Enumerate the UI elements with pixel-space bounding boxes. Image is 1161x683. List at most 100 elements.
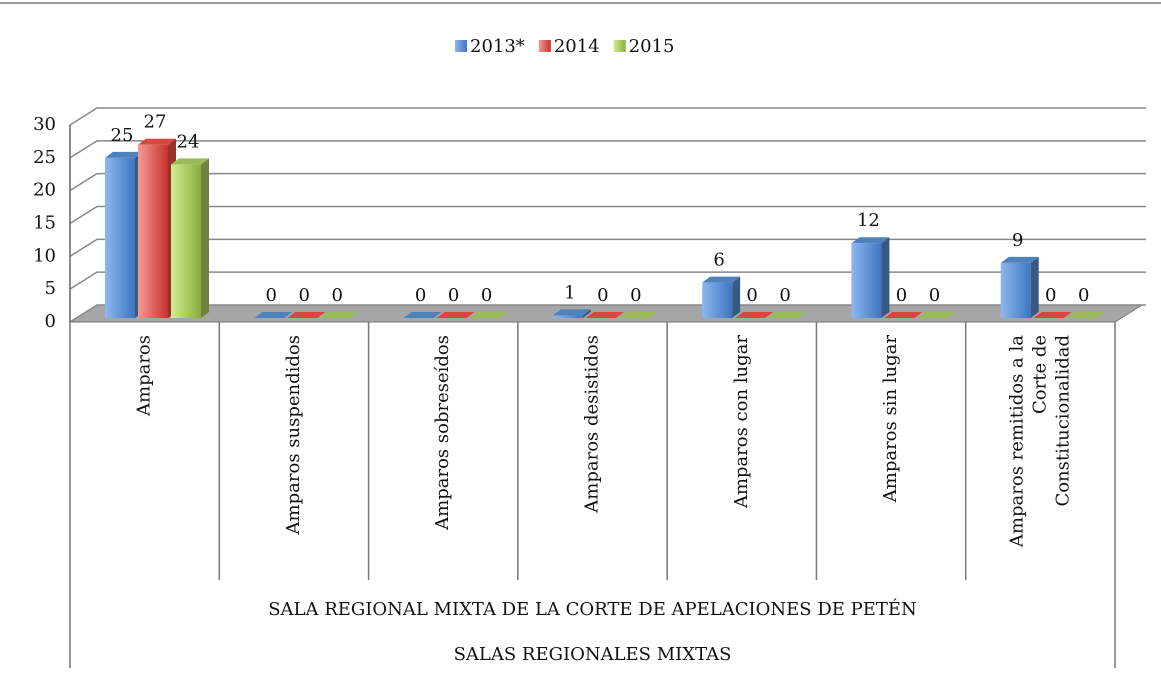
- bar-group: [138, 138, 176, 318]
- bar-top: [1000, 256, 1039, 263]
- bar-top: [254, 312, 293, 318]
- bar-top: [105, 151, 143, 158]
- bar-group: [851, 237, 890, 318]
- bar-group: [552, 309, 591, 318]
- bar-group: [403, 312, 442, 318]
- bar: [552, 315, 583, 318]
- data-label: 6: [713, 250, 724, 271]
- legend-swatch: [538, 40, 551, 52]
- grid-line: [69, 271, 1146, 290]
- grid-line: [69, 140, 1146, 159]
- y-tick-label: 0: [45, 311, 56, 332]
- data-label: 0: [630, 285, 641, 306]
- bar-group: [254, 312, 293, 318]
- legend-label: 2013*: [470, 36, 525, 57]
- legend-label: 2014: [554, 36, 600, 57]
- data-label: 0: [448, 285, 459, 306]
- bar-group: [702, 276, 741, 318]
- x-tick-label: Amparos remitidos a la Corte de Constitu…: [1006, 335, 1073, 548]
- data-label: 0: [299, 285, 310, 306]
- bar-top: [735, 312, 774, 318]
- bar: [105, 157, 135, 318]
- grid-line: [69, 205, 1146, 225]
- bar-side: [582, 309, 591, 318]
- y-tick-label: 15: [33, 213, 56, 234]
- x-tick-label: Amparos con lugar: [731, 335, 752, 510]
- bar-top: [403, 312, 442, 318]
- data-label: 0: [1045, 285, 1056, 306]
- bar-top: [618, 312, 657, 318]
- bar-top: [171, 158, 209, 165]
- bar-group: [105, 151, 143, 318]
- x-tick-label-line: Amparos remitidos a la: [1006, 335, 1027, 548]
- x-tick-label: Amparos: [134, 335, 155, 417]
- grid-line: [69, 304, 1146, 323]
- bar-top: [702, 276, 741, 283]
- x-tick-label-line: Corte de: [1029, 335, 1050, 420]
- y-tick-label: 20: [33, 180, 56, 201]
- data-label: 0: [1078, 285, 1089, 306]
- data-label: 12: [857, 210, 880, 231]
- bar-group: [436, 312, 475, 318]
- bar-side: [881, 237, 890, 318]
- bar-top: [552, 309, 591, 316]
- data-label: 1: [564, 282, 575, 303]
- bar-side: [201, 158, 209, 318]
- data-label: 0: [266, 285, 277, 306]
- bar-top: [320, 312, 359, 318]
- bar-group: [768, 312, 807, 318]
- bar-top: [851, 237, 890, 244]
- bar-top: [585, 312, 624, 318]
- data-label: 0: [415, 285, 426, 306]
- y-tick-label: 10: [33, 245, 56, 266]
- grid-line: [69, 238, 1146, 257]
- bar: [851, 243, 882, 318]
- legend-label: 2015: [629, 36, 675, 57]
- x-tick-label: Amparos suspendidos: [283, 335, 304, 535]
- bar-side: [1030, 256, 1039, 318]
- bar-group: [884, 312, 923, 318]
- data-label: 25: [111, 125, 134, 146]
- bar-top: [768, 312, 807, 318]
- bar: [171, 164, 201, 318]
- data-label: 0: [332, 285, 343, 306]
- bar-top: [917, 312, 956, 318]
- grid-line: [69, 107, 1146, 126]
- data-label: 27: [144, 112, 167, 133]
- bar-group: [618, 312, 657, 318]
- legend-swatch: [455, 40, 467, 52]
- data-label: 0: [896, 285, 907, 306]
- bar-group: [1066, 312, 1105, 318]
- y-tick-label: 30: [33, 114, 56, 135]
- x-tick-label: Amparos desistidos: [582, 335, 603, 514]
- bar-top: [287, 312, 326, 318]
- category-group-label: SALAS REGIONALES MIXTAS: [454, 644, 732, 665]
- data-label: 0: [929, 285, 940, 306]
- bar-group: [469, 312, 508, 318]
- bar-top: [1066, 312, 1105, 318]
- data-label: 0: [746, 285, 757, 306]
- bar-top: [1033, 312, 1072, 318]
- bar: [702, 282, 733, 318]
- legend-swatch: [613, 40, 626, 52]
- legend: 2013* 2014 2015: [455, 36, 674, 57]
- bar: [138, 144, 168, 318]
- grid-line: [69, 172, 1146, 192]
- bar-top: [884, 312, 923, 318]
- bar-group: [1000, 256, 1039, 318]
- x-tick-label: Amparos sin lugar: [880, 335, 901, 504]
- data-label: 9: [1012, 230, 1023, 251]
- y-tick-label: 25: [33, 147, 56, 168]
- bar-top: [436, 312, 475, 318]
- category-group-label: SALA REGIONAL MIXTA DE LA CORTE DE APELA…: [268, 597, 917, 620]
- x-tick-label: Amparos sobreseídos: [432, 335, 453, 531]
- data-label: 0: [597, 285, 608, 306]
- bar-top: [469, 312, 508, 318]
- data-label: 0: [481, 285, 492, 306]
- bar-group: [320, 312, 359, 318]
- bar: [1000, 262, 1031, 318]
- x-tick-label-line: Constitucionalidad: [1052, 335, 1073, 512]
- bar-group: [1033, 312, 1072, 318]
- bar-group: [917, 312, 956, 318]
